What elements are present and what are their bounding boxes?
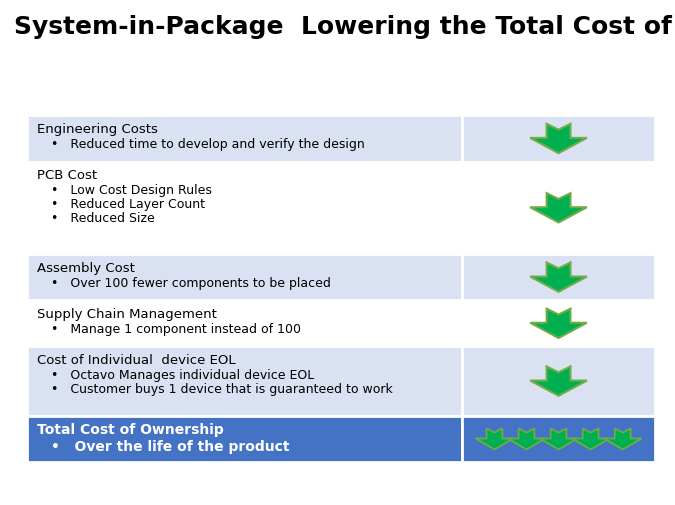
Bar [27, 116, 462, 162]
Polygon shape [603, 428, 641, 449]
Text: •   Over 100 fewer components to be placed: • Over 100 fewer components to be placed [51, 276, 331, 289]
Text: •   Octavo Manages individual device EOL: • Octavo Manages individual device EOL [51, 369, 314, 381]
Bar [462, 300, 655, 347]
Polygon shape [531, 309, 587, 338]
Polygon shape [475, 428, 514, 449]
Text: •   Over the life of the product: • Over the life of the product [51, 439, 289, 452]
Text: •   Reduced Size: • Reduced Size [51, 211, 155, 224]
Bar [462, 255, 655, 300]
Text: Supply Chain Management: Supply Chain Management [37, 307, 217, 320]
Text: •   Low Cost Design Rules: • Low Cost Design Rules [51, 184, 211, 197]
Bar [462, 116, 655, 162]
Text: System-in-Package  Lowering the Total Cost of Ownership: System-in-Package Lowering the Total Cos… [14, 15, 675, 39]
Polygon shape [531, 125, 587, 154]
Text: •   Reduced time to develop and verify the design: • Reduced time to develop and verify the… [51, 138, 364, 151]
Text: •   Manage 1 component instead of 100: • Manage 1 component instead of 100 [51, 322, 300, 335]
Bar [27, 416, 462, 462]
Polygon shape [540, 428, 577, 449]
Text: •   Reduced Layer Count: • Reduced Layer Count [51, 197, 205, 211]
Polygon shape [508, 428, 545, 449]
Bar [27, 162, 462, 255]
Text: PCB Cost: PCB Cost [37, 169, 97, 182]
Bar [27, 255, 462, 300]
Bar [27, 300, 462, 347]
Text: Assembly Cost: Assembly Cost [37, 261, 135, 274]
Bar [462, 416, 655, 462]
Polygon shape [531, 194, 587, 223]
Text: Engineering Costs: Engineering Costs [37, 123, 158, 136]
Text: Cost of Individual  device EOL: Cost of Individual device EOL [37, 354, 236, 366]
Text: Total Cost of Ownership: Total Cost of Ownership [37, 423, 224, 436]
Polygon shape [572, 428, 610, 449]
Bar [27, 347, 462, 416]
Bar [462, 162, 655, 255]
Polygon shape [531, 263, 587, 292]
Bar [462, 347, 655, 416]
Text: •   Customer buys 1 device that is guaranteed to work: • Customer buys 1 device that is guarant… [51, 382, 392, 395]
Polygon shape [531, 367, 587, 396]
